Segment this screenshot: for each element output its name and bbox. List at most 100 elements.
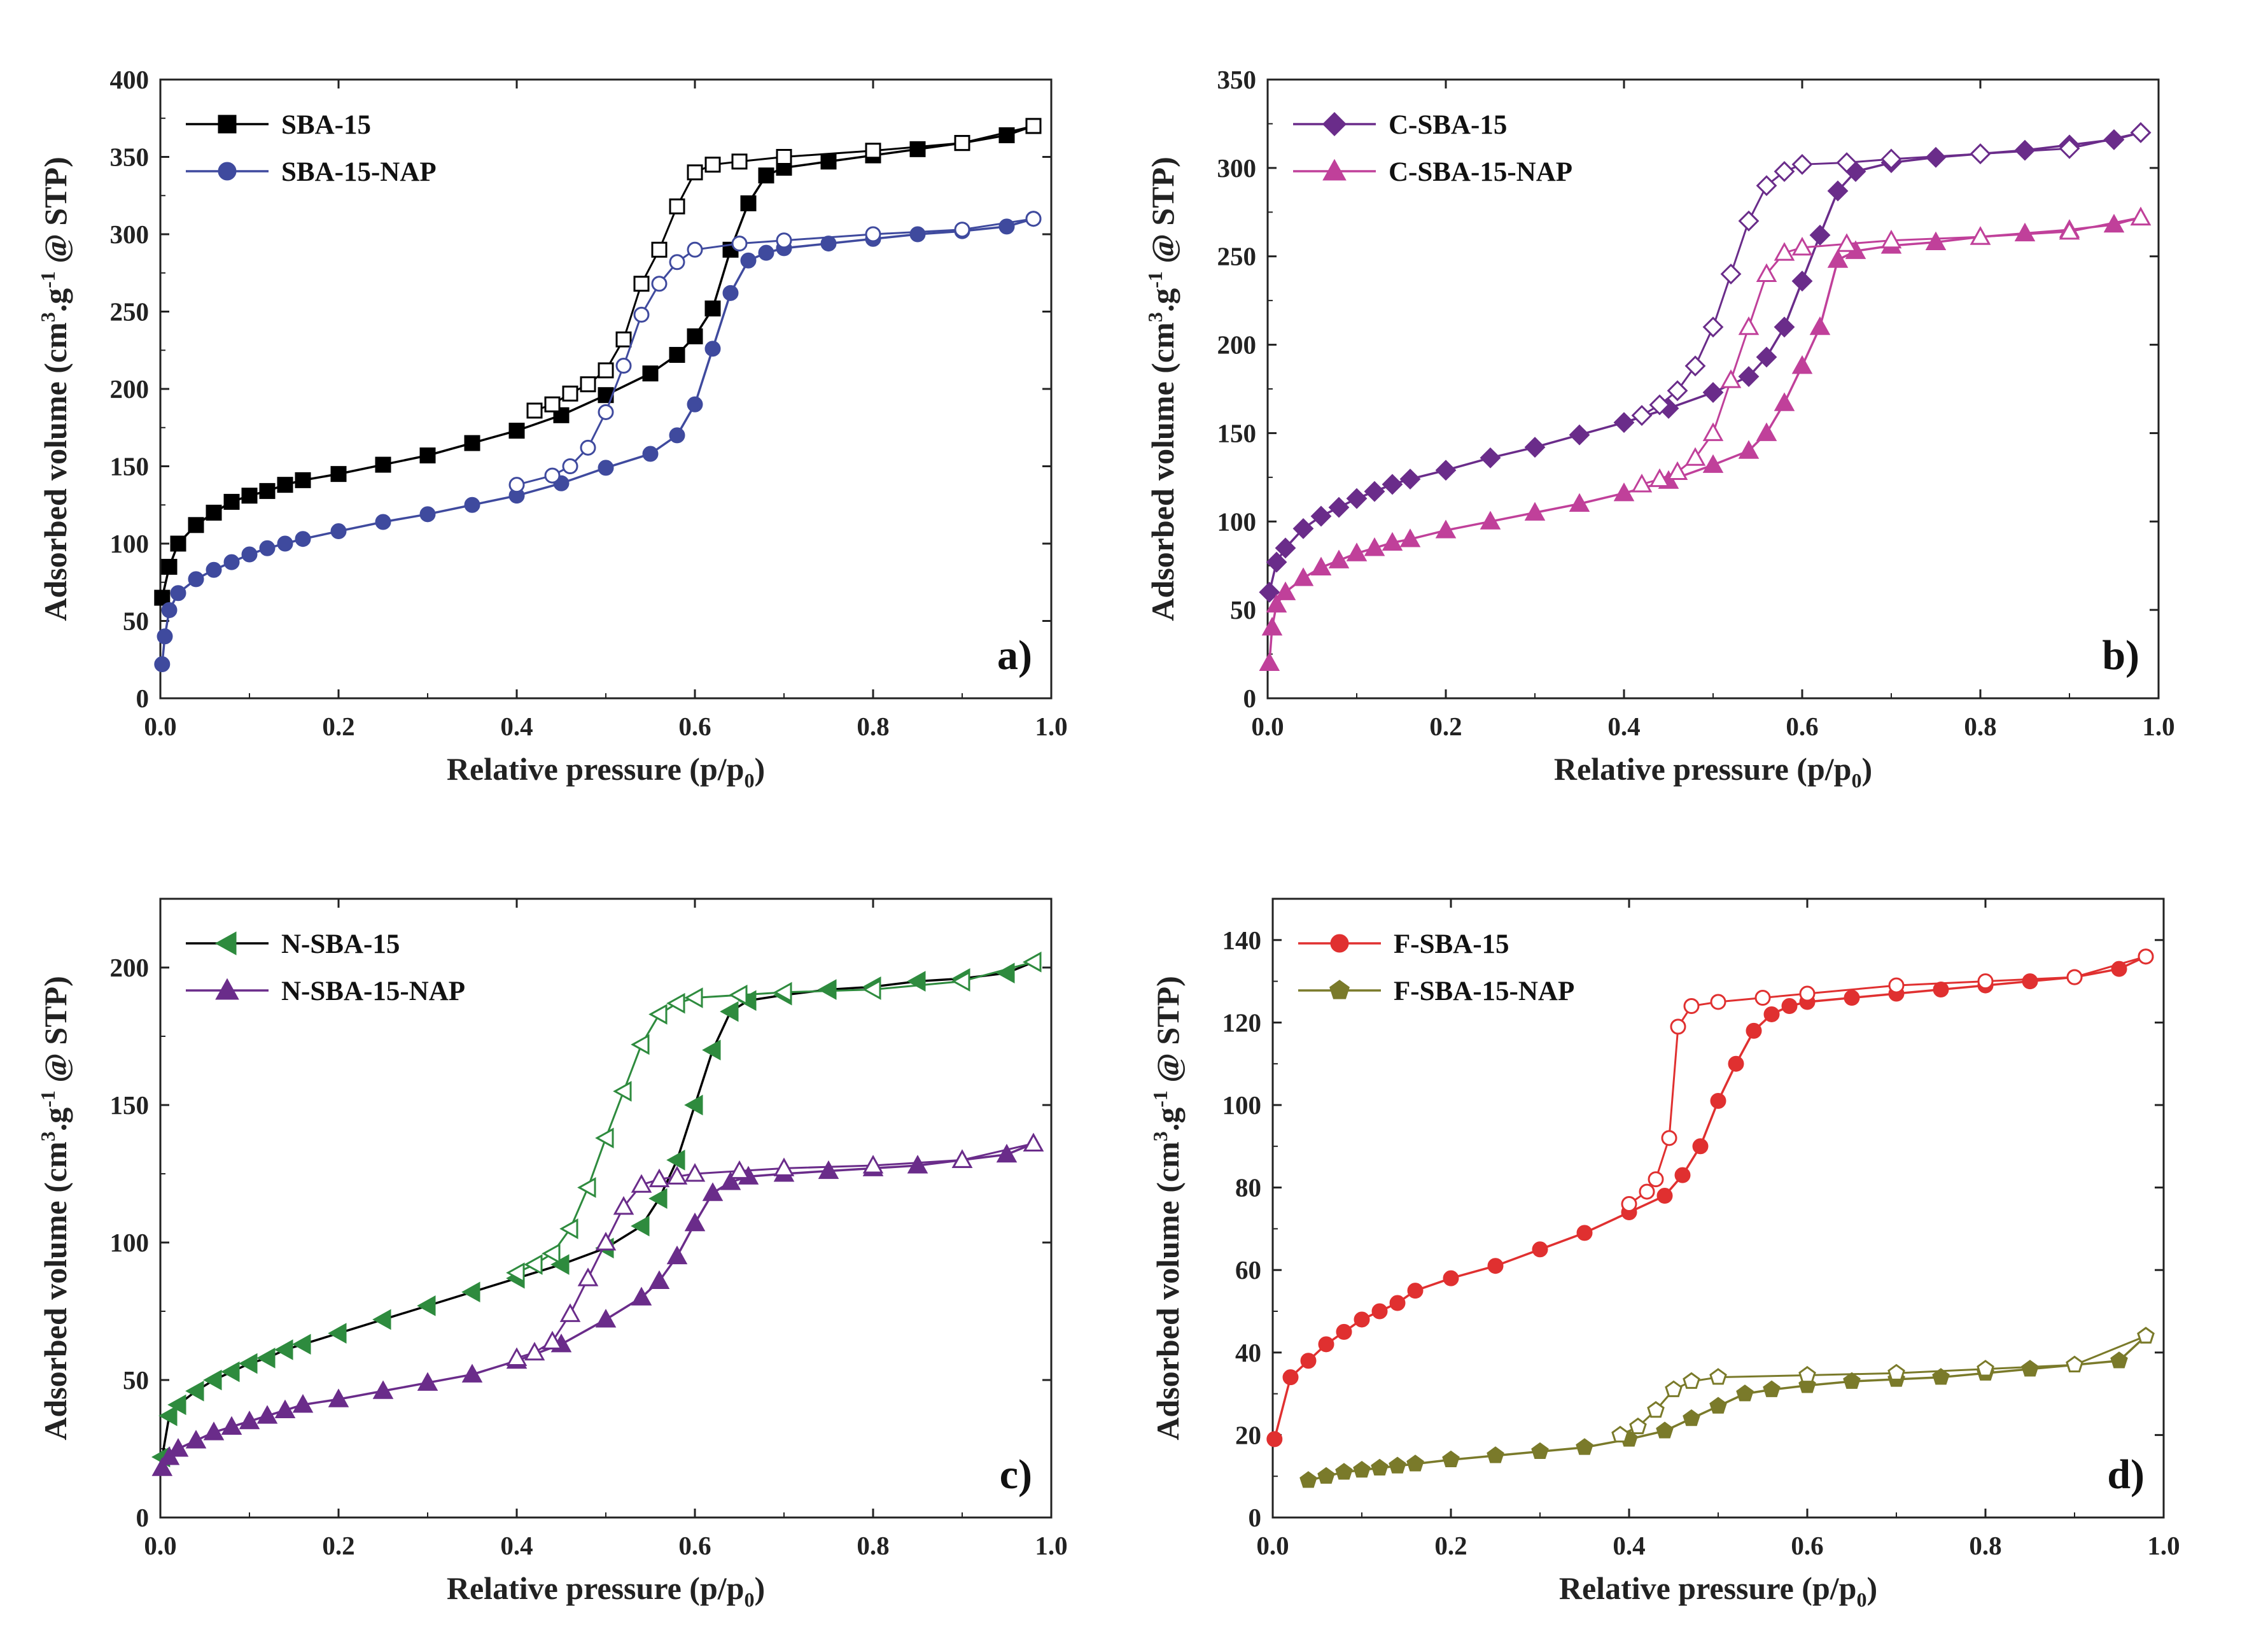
adsorption-point (1480, 447, 1501, 468)
adsorption-point (1702, 454, 1724, 473)
desorption-point (1709, 1368, 1727, 1385)
desorption-point (1880, 148, 1902, 170)
series-f-sba-15 (1266, 948, 2154, 1447)
adsorption-point (188, 517, 204, 533)
desorption-point (559, 1218, 578, 1239)
adsorption-point (1531, 1442, 1549, 1460)
x-axis-title: Relative pressure (p/p0) (1554, 751, 1872, 792)
y-tick-label: 80 (1235, 1173, 1261, 1202)
adsorption-point (277, 535, 293, 552)
desorption-point (684, 987, 703, 1008)
series-sba-15-nap (154, 211, 1042, 673)
adsorption-point (239, 1410, 260, 1430)
y-axis-title: Adsorbed volume (cm3.g-1 @ STP) (1149, 976, 1186, 1440)
y-axis-title: Adsorbed volume (cm3.g-1 @ STP) (1144, 157, 1180, 621)
adsorption-point (1407, 1283, 1424, 1299)
y-tick-label: 100 (110, 529, 150, 558)
adsorption-point (687, 328, 703, 344)
adsorption-point (1292, 518, 1314, 539)
adsorption-point (419, 447, 436, 463)
desorption-point (666, 1166, 688, 1185)
legend-label: N-SBA-15 (281, 929, 400, 959)
desorption-point (951, 1149, 973, 1168)
x-tick-label: 0.4 (500, 1531, 533, 1560)
adsorption-point (154, 656, 171, 673)
desorption-point (562, 385, 578, 402)
adsorption-point (1746, 1022, 1762, 1039)
adsorption-point (274, 1339, 293, 1360)
adsorption-point (1763, 1380, 1781, 1397)
adsorption-point (256, 1348, 276, 1369)
adsorption-point (818, 979, 837, 1000)
legend-marker (1330, 934, 1349, 953)
chart-panel-2: 0.0 0.2 0.4 0.6 0.8 1.0 0 50 100 150 200 250 300 350 R… (1144, 65, 2175, 792)
x-tick-label: 0.2 (1434, 1531, 1467, 1560)
adsorption-point (1827, 249, 1849, 268)
desorption-point (506, 1347, 528, 1366)
x-tick-label: 0.0 (144, 712, 176, 741)
desorption-point (544, 467, 561, 484)
adsorption-point (666, 1150, 685, 1171)
y-tick-label: 100 (110, 1228, 150, 1257)
adsorption-point (239, 1353, 258, 1374)
y-tick-label: 0 (136, 1503, 150, 1532)
desorption-point (1647, 1401, 1665, 1418)
adsorption-point (642, 446, 659, 462)
adsorption-point (820, 236, 837, 252)
adsorption-point (277, 477, 293, 493)
legend-label: SBA-15 (281, 110, 371, 140)
x-axis-title: Relative pressure (p/p0) (447, 751, 765, 792)
adsorption-point (1656, 1421, 1674, 1439)
adsorption-point (1763, 1006, 1780, 1022)
y-tick-label: 50 (1230, 595, 1256, 624)
adsorption-point (1261, 617, 1283, 636)
desorption-point (1754, 990, 1771, 1006)
legend-label: F-SBA-15 (1394, 929, 1509, 959)
y-tick-label: 150 (1217, 418, 1257, 447)
adsorption-point (1774, 316, 1795, 338)
adsorption-point (1844, 990, 1860, 1006)
chart-panel-4: 0.0 0.2 0.4 0.6 0.8 1.0 0 20 40 60 80 100 120 140 Rela… (1149, 898, 2180, 1611)
y-tick-label: 200 (110, 374, 150, 404)
adsorption-point (328, 1388, 349, 1407)
desorption-point (615, 358, 632, 374)
adsorption-point (1709, 1397, 1727, 1414)
adsorption-point (1336, 1323, 1352, 1340)
adsorption-point (998, 127, 1015, 143)
x-tick-label: 1.0 (2147, 1531, 2180, 1560)
desorption-point (684, 1163, 706, 1182)
desorption-point (2130, 122, 2152, 143)
adsorption-point (595, 1309, 617, 1328)
y-tick-label: 200 (1217, 330, 1257, 360)
y-tick-label: 150 (110, 452, 150, 481)
adsorption-point (1328, 549, 1350, 568)
x-tick-label: 1.0 (2142, 712, 2174, 741)
desorption-point (1639, 1183, 1655, 1200)
desorption-point (559, 1303, 581, 1322)
desorption-point (1025, 211, 1042, 227)
y-tick-label: 100 (1222, 1090, 1262, 1120)
adsorption-point (1399, 468, 1421, 490)
desorption-point (2130, 206, 2152, 226)
adsorption-point (170, 585, 186, 602)
adsorption-point (738, 990, 757, 1011)
desorption-point (1631, 474, 1653, 493)
adsorption-point (330, 466, 347, 482)
series-sba-15 (154, 118, 1042, 606)
adsorption-point (1443, 1270, 1459, 1286)
legend-marker (215, 978, 239, 1000)
desorption-point (1648, 1171, 1664, 1188)
adsorption-point (1656, 1188, 1673, 1204)
desorption-point (687, 164, 703, 181)
x-tick-label: 0.4 (1607, 712, 1640, 741)
desorption-point (1791, 153, 1813, 175)
adsorption-point (1925, 231, 1947, 250)
adsorption-point (372, 1380, 394, 1399)
adsorption-point (1371, 1303, 1388, 1320)
adsorption-point (666, 1245, 688, 1265)
desorption-point (1970, 226, 1991, 245)
desorption-point (542, 1243, 561, 1264)
adsorption-point (170, 535, 186, 552)
adsorption-point (740, 252, 757, 269)
adsorption-point (1354, 1311, 1370, 1328)
